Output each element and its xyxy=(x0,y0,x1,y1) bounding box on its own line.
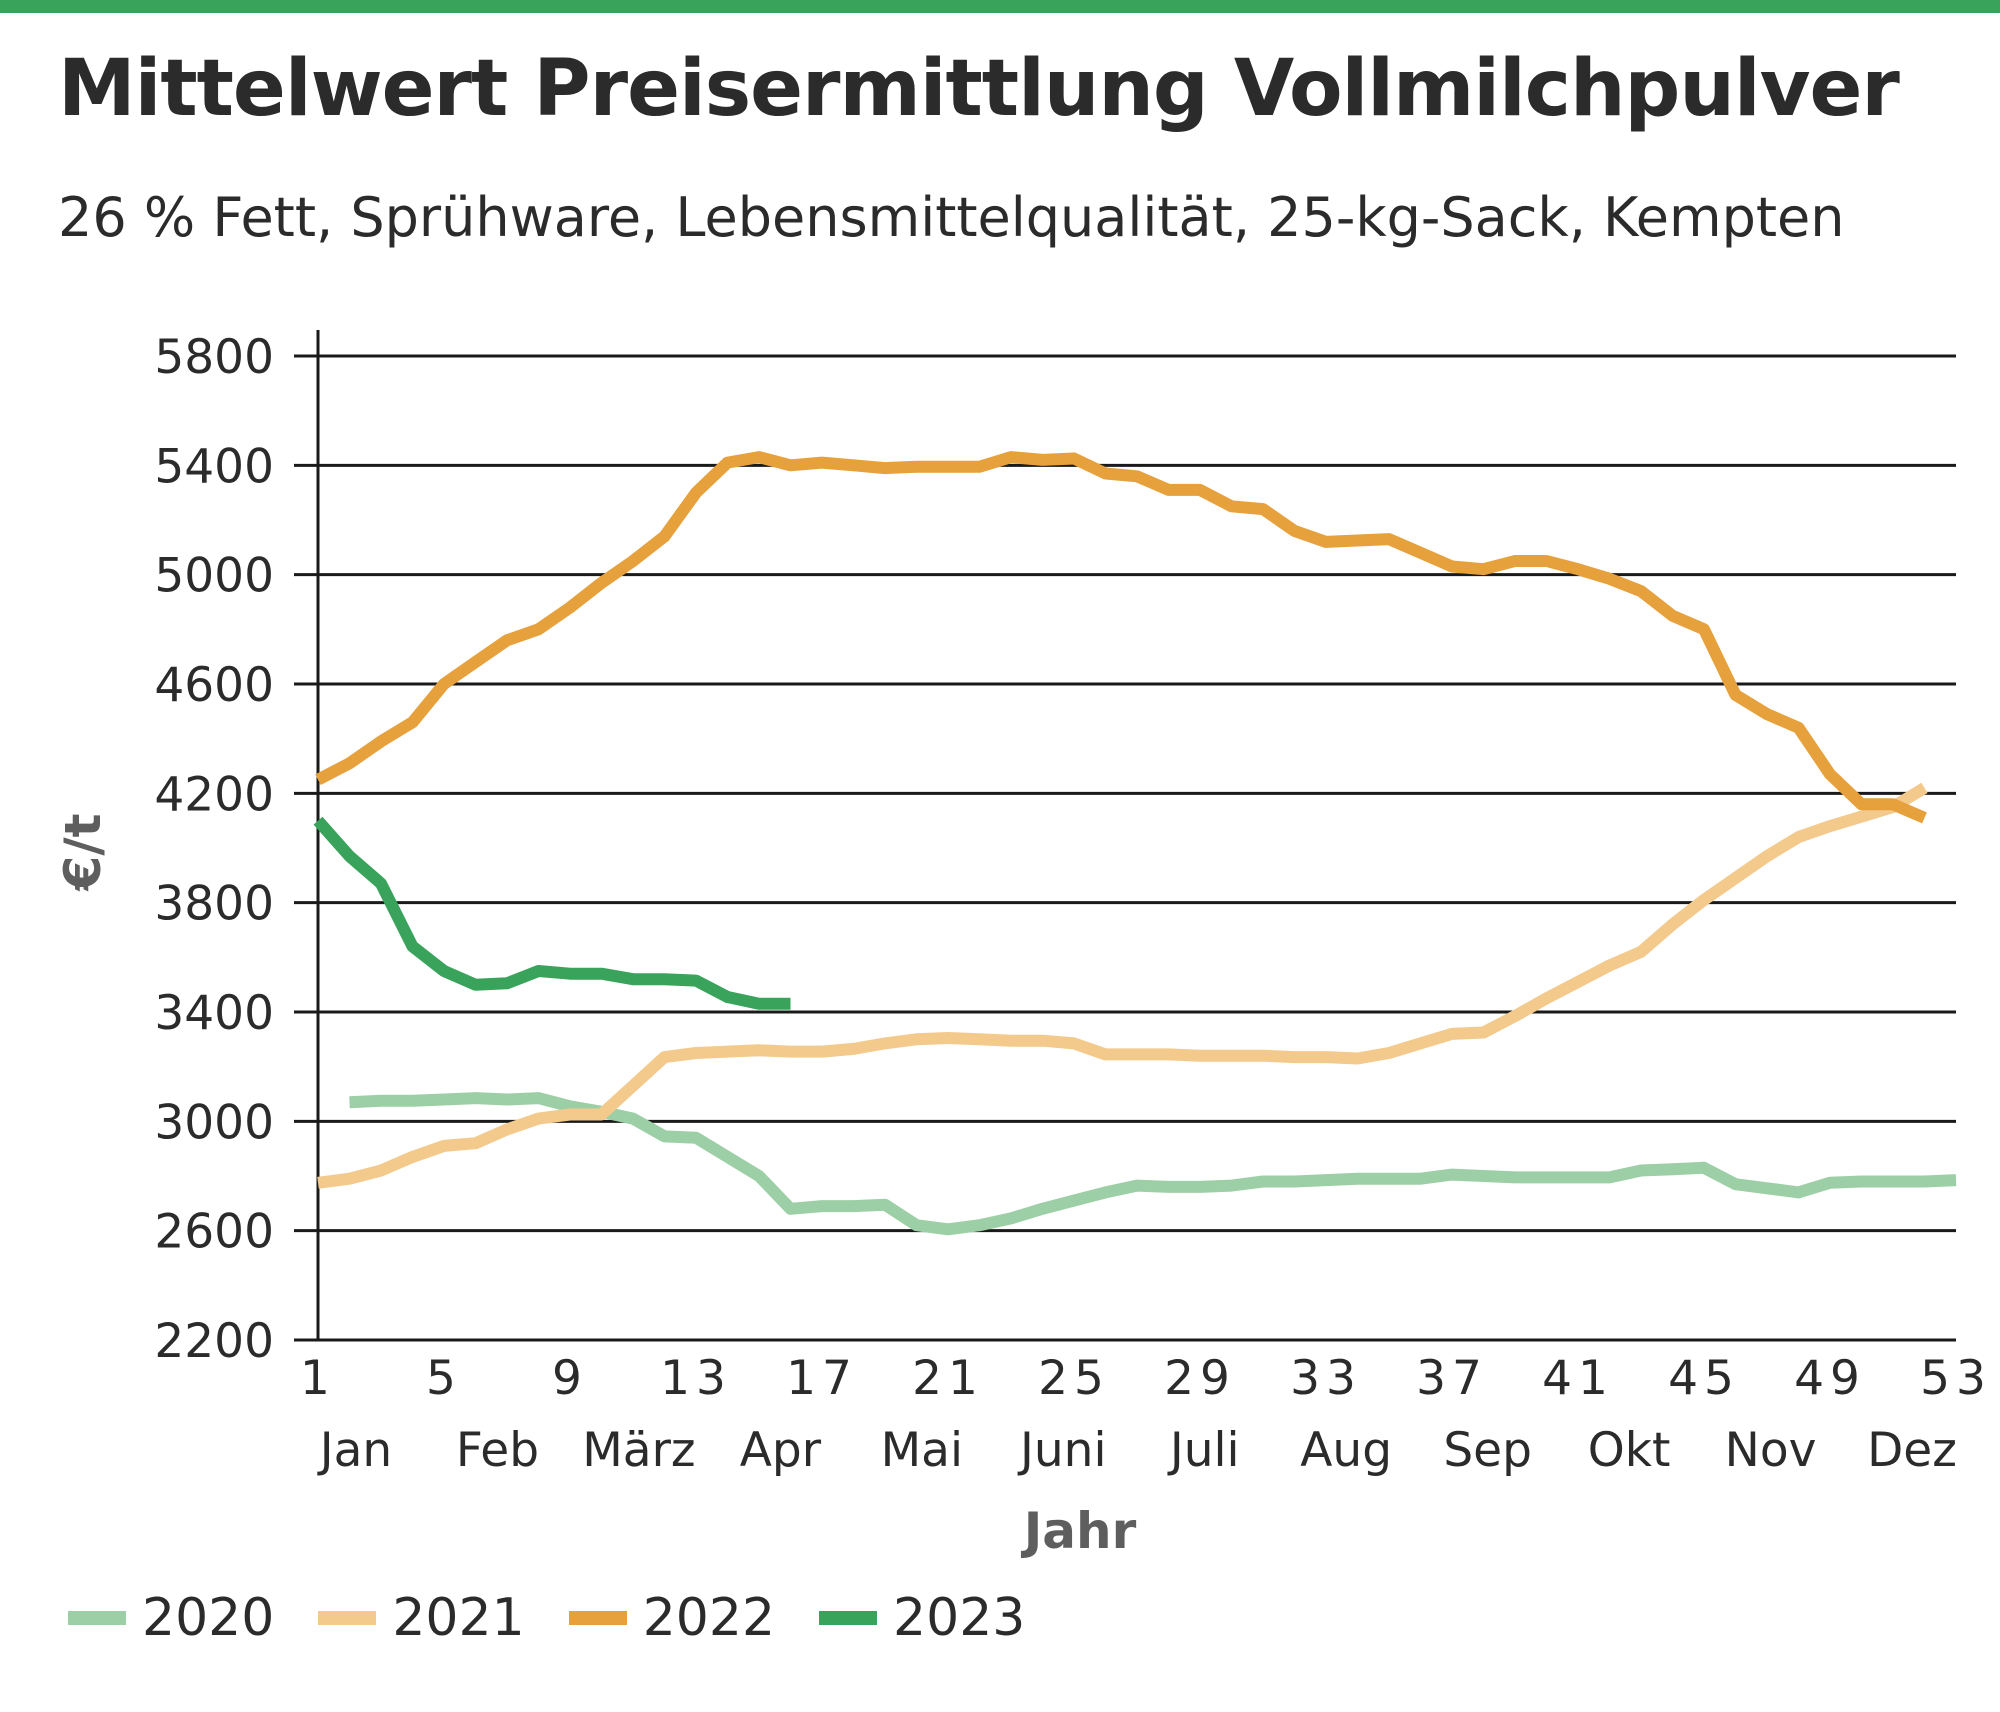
legend-label-2020: 2020 xyxy=(142,1588,275,1648)
x-tick-label-49: 49 xyxy=(1794,1351,1866,1406)
month-label-apr: Apr xyxy=(740,1423,822,1478)
month-label-feb: Feb xyxy=(456,1423,539,1478)
x-tick-label-29: 29 xyxy=(1164,1351,1236,1406)
legend-item-2020: 2020 xyxy=(68,1588,274,1648)
y-tick-label-3400: 3400 xyxy=(154,986,274,1041)
legend-item-2021: 2021 xyxy=(318,1588,525,1648)
x-tick-label-25: 25 xyxy=(1038,1351,1110,1406)
legend: 2020 2021 2022 2023 xyxy=(68,1588,1069,1648)
month-label-märz: März xyxy=(582,1423,695,1478)
x-tick-label-9: 9 xyxy=(552,1351,588,1406)
y-tick-label-4200: 4200 xyxy=(154,767,274,822)
series-line-2022 xyxy=(315,451,1927,824)
x-tick-label-21: 21 xyxy=(912,1351,984,1406)
x-tick-label-53: 53 xyxy=(1920,1351,1992,1406)
month-label-okt: Okt xyxy=(1588,1423,1671,1478)
month-label-dez: Dez xyxy=(1867,1423,1957,1478)
top-accent-bar xyxy=(0,0,2000,13)
x-tick-label-13: 13 xyxy=(660,1351,732,1406)
y-tick-labels: 5800 5400 5000 4600 4200 3800 3400 3000 2600 2200 xyxy=(154,330,274,1369)
y-axis-title: €/t xyxy=(54,814,112,892)
legend-item-2022: 2022 xyxy=(568,1588,776,1648)
y-tick-label-5000: 5000 xyxy=(154,549,274,604)
month-label-mai: Mai xyxy=(881,1423,963,1478)
x-tick-label-17: 17 xyxy=(786,1351,858,1406)
month-label-sep: Sep xyxy=(1443,1423,1532,1478)
y-tick-label-5800: 5800 xyxy=(154,330,274,385)
chart-title: Mittelwert Preisermittlung Vollmilchpulv… xyxy=(58,44,1900,134)
month-label-juni: Juni xyxy=(1017,1423,1107,1478)
y-tick-label-4600: 4600 xyxy=(154,658,274,713)
series-lines xyxy=(313,451,1957,1236)
x-tick-label-33: 33 xyxy=(1290,1351,1362,1406)
legend-swatch-2023 xyxy=(819,1611,878,1625)
y-tick-label-2600: 2600 xyxy=(154,1205,274,1260)
legend-swatch-2021 xyxy=(318,1611,377,1625)
month-label-nov: Nov xyxy=(1725,1423,1817,1478)
legend-label-2023: 2023 xyxy=(893,1588,1026,1648)
y-tick-label-2200: 2200 xyxy=(154,1314,274,1369)
legend-item-2023: 2023 xyxy=(819,1588,1025,1648)
legend-swatch-2020 xyxy=(68,1611,126,1625)
series-line-2021 xyxy=(317,782,1928,1189)
legend-swatch-2022 xyxy=(568,1611,627,1625)
x-tick-labels: 1 5 9 13 17 21 25 29 33 37 41 45 49 53 xyxy=(300,1351,1992,1406)
y-tick-label-5400: 5400 xyxy=(154,439,274,494)
x-tick-label-5: 5 xyxy=(426,1351,462,1406)
gridlines xyxy=(294,354,1956,1342)
x-tick-label-45: 45 xyxy=(1668,1351,1740,1406)
x-tick-label-37: 37 xyxy=(1416,1351,1488,1406)
series-line-2023 xyxy=(313,816,791,1010)
legend-label-2022: 2022 xyxy=(642,1588,776,1648)
month-label-juli: Juli xyxy=(1167,1423,1240,1478)
legend-label-2021: 2021 xyxy=(392,1588,525,1648)
month-labels: Jan Feb März Apr Mai Juni Juli Aug Sep Okt Nov Dez xyxy=(317,1423,1957,1478)
x-tick-label-1: 1 xyxy=(300,1351,336,1406)
series-line-2020 xyxy=(349,1092,1957,1236)
month-label-jan: Jan xyxy=(317,1423,392,1478)
month-label-aug: Aug xyxy=(1300,1423,1392,1478)
y-tick-label-3800: 3800 xyxy=(154,877,274,932)
y-tick-label-3000: 3000 xyxy=(154,1095,274,1150)
chart-subtitle: 26 % Fett, Sprühware, Lebensmittelqualit… xyxy=(58,186,1845,249)
x-axis-title: Jahr xyxy=(1021,1502,1137,1560)
x-tick-label-41: 41 xyxy=(1542,1351,1614,1406)
